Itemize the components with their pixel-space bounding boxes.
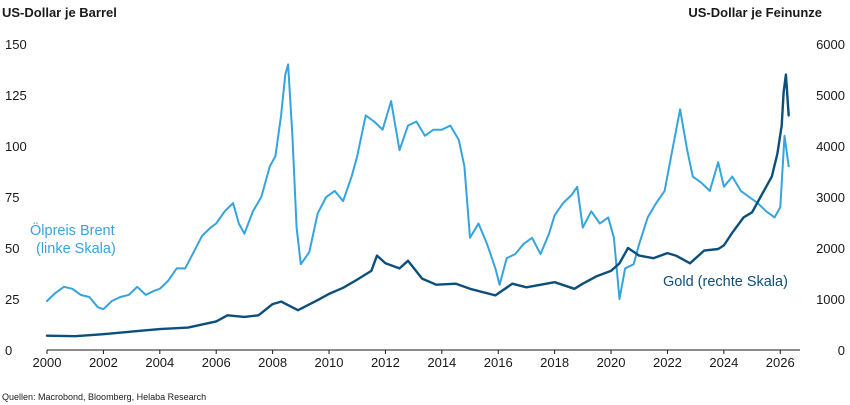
x-tick-label: 2002 — [89, 355, 118, 370]
x-tick-label: 2018 — [540, 355, 569, 370]
gold-price-line — [45, 73, 790, 338]
oil-label-line-1: Ölpreis Brent — [30, 221, 115, 239]
right-tick-label: 3000 — [816, 190, 845, 205]
right-tick-label: 0 — [838, 343, 845, 358]
x-tick-label: 2016 — [484, 355, 513, 370]
x-tick-label: 2022 — [653, 355, 682, 370]
x-tick-label: 2012 — [371, 355, 400, 370]
x-tick-label: 2026 — [766, 355, 795, 370]
left-tick-label: 125 — [5, 88, 27, 103]
oil-label-line-2: (linke Skala) — [36, 241, 116, 257]
x-tick-label: 2020 — [597, 355, 626, 370]
right-tick-label: 5000 — [816, 88, 845, 103]
x-axis-ticks: 2000 2002 2004 2006 2008 2010 2012 2014 2016 2018… — [33, 350, 795, 370]
right-axis-title: US-Dollar je Feinunze — [688, 5, 822, 20]
x-tick-label: 2014 — [427, 355, 456, 370]
x-tick-label: 2000 — [33, 355, 62, 370]
left-tick-label: 0 — [5, 343, 12, 358]
x-tick-label: 2024 — [709, 355, 738, 370]
x-tick-label: 2006 — [202, 355, 231, 370]
right-axis-ticks: 0 1000 2000 3000 4000 5000 6000 — [816, 37, 845, 358]
right-tick-label: 2000 — [816, 241, 845, 256]
left-tick-label: 50 — [5, 241, 19, 256]
left-tick-label: 100 — [5, 139, 27, 154]
oil-price-line — [46, 63, 790, 311]
left-tick-label: 25 — [5, 292, 19, 307]
series-layer — [45, 63, 790, 338]
right-tick-label: 4000 — [816, 139, 845, 154]
left-tick-label: 75 — [5, 190, 19, 205]
x-tick-label: 2010 — [315, 355, 344, 370]
left-axis-title: US-Dollar je Barrel — [2, 5, 117, 20]
left-axis-ticks: 0 25 50 75 100 125 150 — [5, 37, 27, 358]
right-tick-label: 1000 — [816, 292, 845, 307]
left-tick-label: 150 — [5, 37, 27, 52]
right-tick-label: 6000 — [816, 37, 845, 52]
x-tick-label: 2008 — [258, 355, 287, 370]
source-note: Quellen: Macrobond, Bloomberg, Helaba Re… — [2, 392, 206, 402]
oil-series-label: Ölpreis Brent (linke Skala) — [30, 221, 119, 257]
x-tick-label: 2004 — [145, 355, 174, 370]
gold-series-label: Gold (rechte Skala) — [663, 274, 788, 290]
